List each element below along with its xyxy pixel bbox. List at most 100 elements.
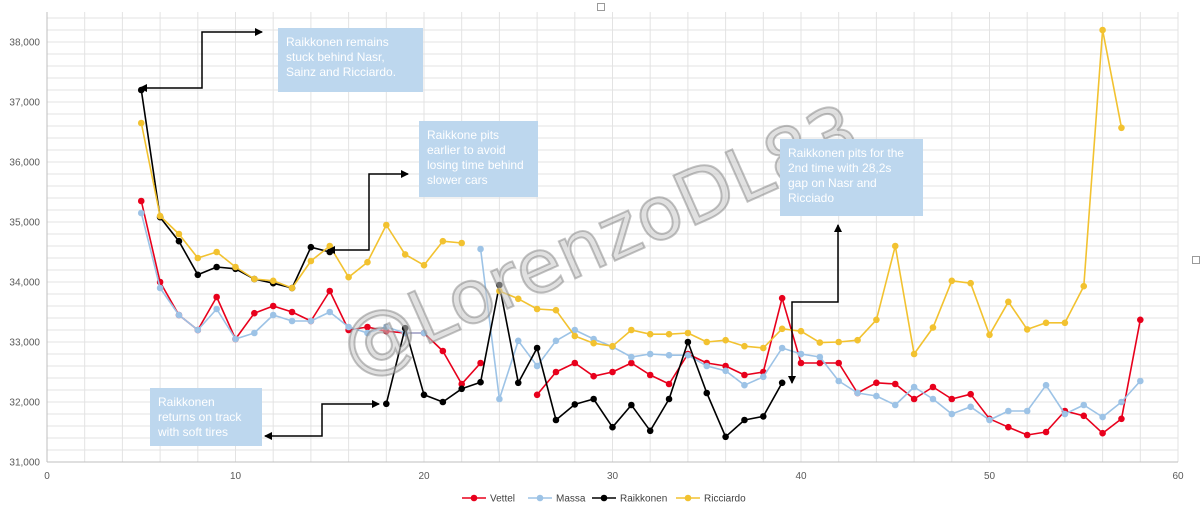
data-point-massa [477, 245, 484, 253]
data-point-massa [873, 392, 880, 400]
y-tick-label: 32,000 [9, 398, 40, 409]
y-tick-label: 37,000 [9, 98, 40, 109]
data-point-massa [741, 381, 748, 389]
x-tick-label: 0 [44, 471, 50, 482]
annotation-soft-tires: Raikkonen returns on track with soft tir… [150, 388, 262, 446]
data-point-ricciardo [741, 342, 748, 350]
data-point-vettel [288, 308, 296, 316]
annotation-line: Raikkonen pits for the [788, 146, 905, 160]
data-point-vettel [609, 368, 616, 376]
data-point-ricciardo [1080, 282, 1088, 290]
data-point-vettel [1005, 423, 1012, 431]
data-point-ricciardo [420, 261, 428, 269]
data-point-massa [684, 351, 692, 359]
legend-swatch-marker [684, 494, 692, 502]
axes: 0 10 20 30 40 50 60 31,000 32,000 33,000 34,000 35,… [9, 12, 1184, 482]
data-point-vettel [571, 359, 579, 367]
resize-handle-top[interactable] [597, 3, 605, 11]
annotation-line: with soft tires [158, 425, 229, 439]
annotation-line: losing time behind [427, 158, 524, 172]
data-point-massa [967, 403, 974, 411]
data-point-vettel [269, 302, 277, 310]
data-point-massa [1061, 410, 1069, 418]
data-point-ricciardo [797, 327, 805, 335]
data-point-raikkonen [552, 416, 560, 424]
data-point-ricciardo [665, 330, 673, 338]
data-point-ricciardo [401, 251, 409, 258]
data-point-massa [760, 373, 767, 381]
data-point-massa [929, 395, 937, 403]
data-point-massa [665, 351, 673, 359]
data-point-raikkonen [175, 237, 183, 245]
annotation-arrows [139, 28, 842, 440]
data-point-vettel [364, 323, 371, 331]
data-point-ricciardo [816, 339, 824, 346]
x-tick-label: 60 [1172, 471, 1184, 482]
data-point-ricciardo [307, 257, 315, 265]
data-point-ricciardo [1023, 326, 1031, 333]
data-point-raikkonen [401, 324, 409, 332]
data-point-ricciardo [458, 239, 466, 247]
data-point-massa [646, 350, 654, 358]
data-point-ricciardo [345, 273, 352, 281]
annotation-line: 2nd time with 28,2s [788, 161, 892, 175]
data-point-massa [722, 367, 729, 375]
data-point-massa [514, 337, 522, 345]
data-point-raikkonen [477, 378, 484, 386]
data-point-ricciardo [269, 277, 277, 285]
legend-swatch-marker [470, 494, 478, 502]
data-point-massa [1080, 401, 1088, 409]
legend-item-vettel: Vettel [462, 494, 515, 505]
data-point-massa [816, 353, 824, 361]
resize-handle-right[interactable] [1192, 256, 1200, 264]
data-point-ricciardo [948, 277, 956, 285]
annotation-line: stuck behind Nasr, [286, 50, 385, 64]
data-point-ricciardo [760, 344, 767, 352]
data-point-vettel [873, 379, 880, 387]
annotation-line: Raikkonen remains [286, 35, 389, 49]
annotation-pits-earlier: Raikkone pits earlier to avoid losing ti… [419, 121, 538, 197]
data-point-ricciardo [967, 279, 974, 287]
data-point-massa [364, 329, 371, 337]
data-point-ricciardo [778, 325, 786, 333]
data-point-ricciardo [609, 342, 616, 350]
x-tick-label: 50 [984, 471, 996, 482]
data-point-vettel [778, 294, 786, 302]
data-point-raikkonen [722, 433, 729, 441]
y-tick-label: 33,000 [9, 338, 40, 349]
legend: Vettel Massa Raikkonen Ricciardo [462, 494, 746, 505]
annotation-line: returns on track [158, 410, 242, 424]
data-point-raikkonen [760, 413, 767, 420]
data-point-ricciardo [873, 316, 880, 324]
data-point-vettel [590, 372, 597, 380]
data-point-vettel [910, 395, 918, 403]
data-point-raikkonen [778, 379, 786, 387]
data-point-massa [835, 377, 842, 385]
annotation-line: earlier to avoid [427, 143, 506, 157]
data-point-ricciardo [590, 339, 597, 347]
y-tick-label: 35,000 [9, 218, 40, 229]
data-point-massa [232, 335, 239, 343]
data-point-massa [1005, 407, 1012, 415]
legend-item-ricciardo: Ricciardo [676, 494, 746, 505]
data-point-ricciardo [326, 242, 334, 250]
data-point-vettel [137, 197, 145, 205]
data-point-massa [628, 353, 635, 361]
legend-label: Raikkonen [620, 494, 667, 505]
data-point-massa [194, 326, 202, 334]
data-point-ricciardo [156, 212, 164, 220]
data-point-ricciardo [1005, 298, 1012, 306]
annotation-line: gap on Nasr and [788, 176, 877, 190]
data-point-raikkonen [741, 416, 748, 424]
data-point-massa [420, 329, 428, 337]
data-point-raikkonen [307, 243, 315, 251]
grid-lines [46, 12, 1179, 463]
y-tick-label: 34,000 [9, 278, 40, 289]
data-point-ricciardo [137, 119, 145, 127]
y-tick-label: 38,000 [9, 38, 40, 49]
data-point-ricciardo [288, 284, 296, 292]
data-point-vettel [665, 380, 673, 388]
data-point-raikkonen [420, 391, 428, 399]
annotation-line: Raikkonen [158, 395, 215, 409]
